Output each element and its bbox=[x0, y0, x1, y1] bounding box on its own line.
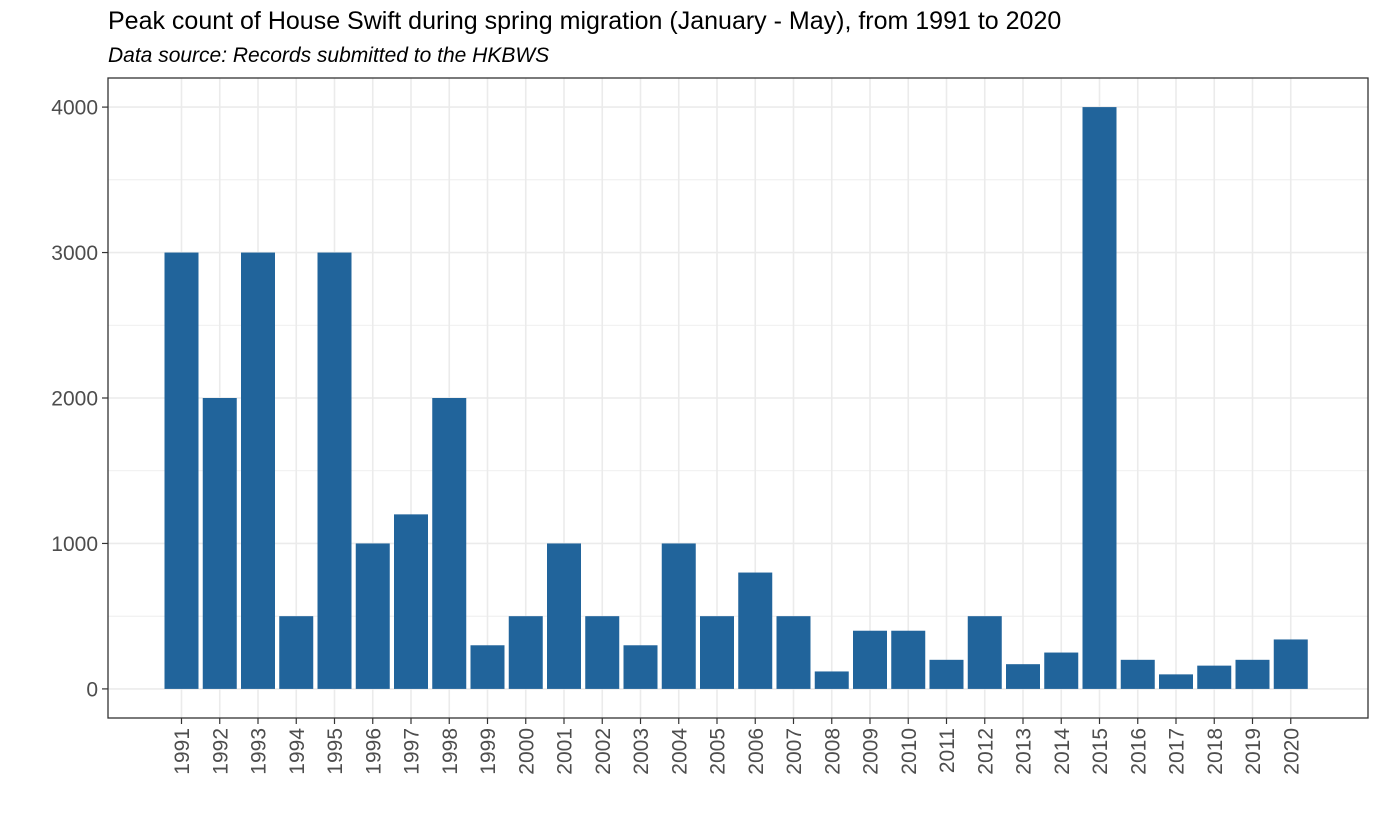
bar-2006 bbox=[738, 572, 773, 689]
x-tick-label: 2006 bbox=[745, 728, 768, 775]
bar-2014 bbox=[1044, 652, 1079, 689]
x-tick-label: 2011 bbox=[936, 728, 959, 773]
bar-1994 bbox=[279, 616, 314, 689]
bar-2008 bbox=[814, 671, 849, 689]
bar-2004 bbox=[661, 543, 696, 689]
x-tick-label: 2020 bbox=[1280, 728, 1303, 775]
bar-2018 bbox=[1197, 665, 1232, 689]
x-tick-label: 2002 bbox=[592, 728, 615, 775]
x-tick-label: 1992 bbox=[209, 728, 232, 775]
bar-2002 bbox=[585, 616, 620, 689]
bar-2011 bbox=[929, 659, 964, 689]
x-tick-label: 2014 bbox=[1051, 728, 1074, 775]
bar-2019 bbox=[1235, 659, 1270, 689]
x-tick-label: 2007 bbox=[783, 728, 806, 775]
bar-2016 bbox=[1120, 659, 1155, 689]
x-tick-label: 2016 bbox=[1127, 728, 1150, 775]
y-tick-label: 0 bbox=[86, 678, 98, 701]
bar-1993 bbox=[241, 252, 275, 689]
axes: 0 1000 2000 3000 4000 1991 1992 1993 1994 1995 199… bbox=[51, 97, 1303, 775]
bar-1996 bbox=[355, 543, 390, 689]
x-tick-label: 2017 bbox=[1166, 728, 1189, 775]
x-tick-label: 1994 bbox=[286, 728, 309, 775]
x-tick-label: 2018 bbox=[1204, 728, 1227, 775]
x-tick-label: 2004 bbox=[668, 728, 691, 775]
x-tick-label: 2000 bbox=[515, 728, 538, 775]
x-tick-label: 2015 bbox=[1089, 728, 1112, 775]
x-tick-label: 2003 bbox=[630, 728, 653, 775]
bar-2005 bbox=[700, 616, 734, 689]
x-tick-label: 2012 bbox=[974, 728, 997, 775]
x-tick-label: 1996 bbox=[362, 728, 385, 775]
x-tick-label: 2009 bbox=[860, 728, 883, 775]
x-tick-label: 1995 bbox=[324, 728, 347, 775]
bar-2015 bbox=[1082, 107, 1117, 689]
x-tick-label: 2019 bbox=[1242, 728, 1265, 775]
bar-2010 bbox=[891, 630, 926, 689]
bar-2013 bbox=[1006, 664, 1040, 689]
x-tick-label: 2001 bbox=[554, 728, 577, 775]
x-tick-label: 2005 bbox=[707, 728, 730, 775]
x-tick-label: 1997 bbox=[401, 728, 424, 775]
x-tick-label: 1999 bbox=[477, 728, 500, 775]
y-tick-label: 4000 bbox=[51, 97, 98, 120]
x-tick-label: 1993 bbox=[248, 728, 271, 775]
x-tick-label: 2013 bbox=[1013, 728, 1036, 775]
bar-2012 bbox=[967, 616, 1002, 689]
x-tick-label: 1998 bbox=[439, 728, 462, 775]
bar-1992 bbox=[202, 398, 237, 689]
bar-1991 bbox=[164, 252, 199, 689]
bar-2001 bbox=[547, 543, 581, 689]
y-tick-label: 2000 bbox=[51, 388, 98, 411]
bar-2009 bbox=[853, 630, 887, 689]
x-tick-label: 1991 bbox=[171, 728, 194, 775]
chart-title: Peak count of House Swift during spring … bbox=[108, 7, 1062, 35]
chart-subtitle: Data source: Records submitted to the HK… bbox=[108, 44, 550, 67]
y-tick-label: 1000 bbox=[51, 533, 98, 556]
x-tick-label: 2008 bbox=[821, 728, 844, 775]
bar-1999 bbox=[470, 645, 505, 689]
y-tick-label: 3000 bbox=[51, 242, 98, 265]
bar-2007 bbox=[776, 616, 811, 689]
bars bbox=[164, 107, 1308, 689]
bar-1995 bbox=[317, 252, 352, 689]
bar-2020 bbox=[1273, 639, 1308, 689]
bar-1997 bbox=[394, 514, 428, 689]
bar-2000 bbox=[508, 616, 543, 689]
bar-2017 bbox=[1159, 674, 1193, 689]
bar-2003 bbox=[623, 645, 658, 689]
bar-1998 bbox=[432, 398, 467, 689]
x-tick-label: 2010 bbox=[898, 728, 921, 775]
